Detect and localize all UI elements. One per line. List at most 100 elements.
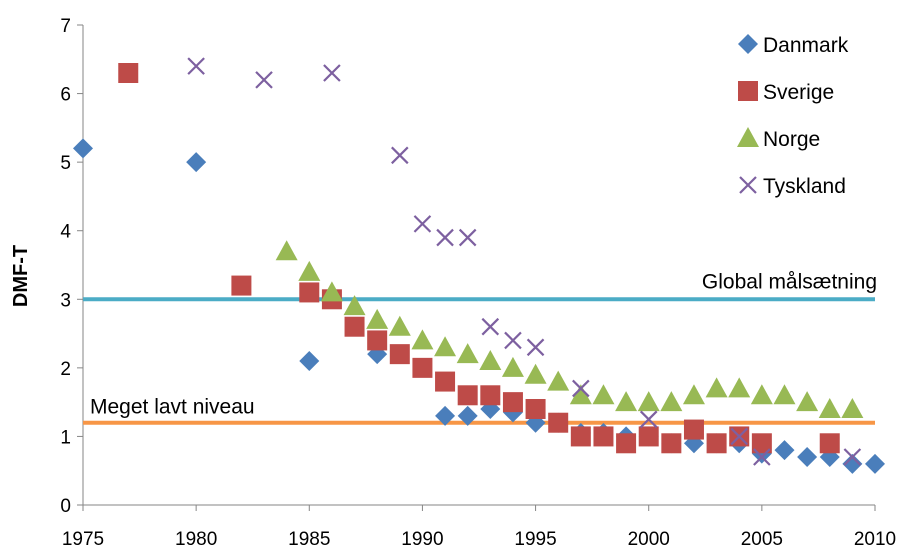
data-point (615, 391, 638, 412)
data-point (660, 391, 683, 412)
data-point (570, 426, 591, 447)
data-point (344, 316, 365, 337)
legend-item-tyskland: Tyskland (739, 175, 846, 198)
data-point (819, 433, 840, 454)
data-point (773, 384, 796, 405)
data-point (706, 433, 727, 454)
x-tick-label: 1990 (401, 529, 443, 550)
data-point (616, 433, 637, 454)
data-point (435, 405, 456, 426)
data-point (818, 398, 841, 418)
data-point (231, 275, 252, 296)
data-point (391, 146, 409, 165)
data-point (774, 440, 795, 461)
data-point (481, 317, 500, 336)
data-point (593, 426, 614, 447)
data-point (343, 295, 366, 316)
data-marks (73, 57, 885, 474)
legend-marker (738, 34, 758, 54)
y-tick-label: 0 (60, 496, 71, 517)
data-point (320, 281, 343, 302)
data-point (186, 152, 207, 173)
data-point (187, 57, 205, 75)
y-tick-label: 6 (60, 85, 71, 106)
legend-label: Tyskland (763, 175, 846, 198)
series-sverige (118, 63, 840, 454)
data-point (458, 228, 477, 247)
data-point (436, 228, 454, 247)
data-point (843, 448, 862, 466)
data-point (275, 240, 298, 261)
data-point (502, 392, 523, 413)
data-point (479, 350, 502, 370)
data-point (841, 398, 864, 418)
x-tick-label: 2000 (628, 529, 670, 550)
data-point (728, 377, 751, 398)
data-point (389, 344, 410, 365)
data-point (592, 384, 615, 405)
legend-label: Norge (763, 128, 820, 151)
data-point (367, 330, 388, 351)
data-point (118, 63, 139, 83)
data-point (683, 419, 704, 440)
data-point (524, 363, 547, 384)
data-point (412, 357, 433, 378)
data-point (526, 338, 545, 357)
data-point (797, 447, 818, 467)
x-tick-label: 2005 (741, 529, 783, 550)
data-point (411, 329, 434, 350)
y-tick-label: 1 (60, 427, 71, 448)
axes: 0 1 2 3 4 5 6 7 1975 1980 1985 1990 1995 2000 2005 2010 (60, 16, 896, 550)
data-point (413, 215, 432, 233)
data-point (299, 351, 320, 371)
data-point (751, 433, 772, 454)
y-tick-label: 5 (60, 153, 71, 174)
data-point (730, 427, 749, 446)
data-point (480, 385, 501, 406)
series-tyskland (187, 57, 862, 466)
data-point (637, 391, 660, 412)
data-point (298, 260, 321, 281)
data-point (842, 453, 863, 474)
data-point (456, 343, 479, 364)
data-point (299, 282, 320, 303)
legend-item-sverige: Sverige (738, 81, 834, 104)
data-point (638, 426, 659, 447)
data-point (525, 399, 546, 419)
data-point (750, 384, 773, 405)
legend-label: Sverige (763, 81, 834, 104)
legend-item-danmark: Danmark (738, 34, 849, 57)
y-tick-label: 4 (60, 222, 71, 243)
x-tick-label: 1985 (288, 529, 330, 550)
reference-line-label: Global målsætning (702, 270, 877, 293)
data-point (569, 384, 592, 405)
x-tick-label: 2010 (854, 529, 896, 550)
data-point (548, 412, 569, 433)
data-point (366, 308, 389, 329)
reference-lines: Global målsætning Meget lavt niveau (83, 270, 877, 425)
data-point (457, 405, 478, 426)
data-point (434, 336, 457, 357)
y-tick-label: 2 (60, 359, 71, 380)
data-point (572, 379, 590, 398)
data-point (457, 385, 478, 406)
data-point (255, 71, 273, 89)
data-point (73, 138, 93, 159)
data-point (323, 64, 341, 82)
y-tick-label: 3 (60, 290, 71, 311)
legend-marker (739, 176, 757, 194)
data-point (501, 356, 524, 377)
data-point (388, 315, 411, 336)
data-point (661, 433, 682, 454)
legend-item-norge: Norge (737, 127, 820, 151)
data-point (547, 370, 570, 391)
legend-label: Danmark (763, 34, 849, 57)
legend-marker (737, 127, 759, 147)
y-tick-label: 7 (60, 16, 71, 37)
x-tick-label: 1995 (514, 529, 556, 550)
y-axis-label: DMF-T (10, 245, 32, 307)
legend-marker (738, 81, 758, 101)
data-point (705, 377, 728, 398)
